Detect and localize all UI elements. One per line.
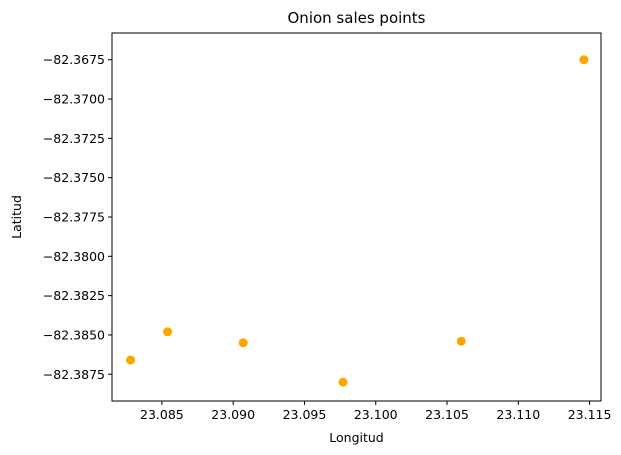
y-tick-label: −82.3800	[43, 249, 105, 264]
y-tick-label: −82.3675	[43, 52, 105, 67]
y-axis-ticks: −82.3675 −82.3700 −82.3725 −82.3750 −82.3775…	[43, 52, 112, 382]
x-tick-label: 23.100	[354, 407, 398, 422]
x-tick-label: 23.085	[140, 407, 184, 422]
data-points	[126, 55, 589, 387]
x-tick-label: 23.110	[496, 407, 540, 422]
y-tick-label: −82.3775	[43, 210, 105, 225]
data-point	[338, 377, 348, 387]
y-tick-label: −82.3825	[43, 288, 105, 303]
y-tick-label: −82.3750	[43, 170, 105, 185]
x-tick-label: 23.115	[568, 407, 612, 422]
x-tick-label: 23.090	[211, 407, 255, 422]
x-tick-label: 23.105	[425, 407, 469, 422]
y-tick-label: −82.3725	[43, 131, 105, 146]
y-tick-label: −82.3875	[43, 367, 105, 382]
y-tick-label: −82.3850	[43, 327, 105, 342]
data-point	[126, 355, 136, 365]
x-axis-ticks: 23.085 23.090 23.095 23.100 23.105 23.110 23.1…	[140, 401, 611, 422]
x-axis-label: Longitud	[329, 430, 383, 445]
plot-frame	[111, 32, 602, 402]
x-tick-label: 23.095	[283, 407, 327, 422]
data-point	[456, 336, 466, 346]
data-point	[238, 338, 248, 348]
chart-title: Onion sales points	[288, 9, 426, 27]
data-point	[163, 327, 173, 337]
y-axis-label: Latitud	[9, 195, 24, 239]
data-point	[579, 55, 589, 65]
y-tick-label: −82.3700	[43, 92, 105, 107]
